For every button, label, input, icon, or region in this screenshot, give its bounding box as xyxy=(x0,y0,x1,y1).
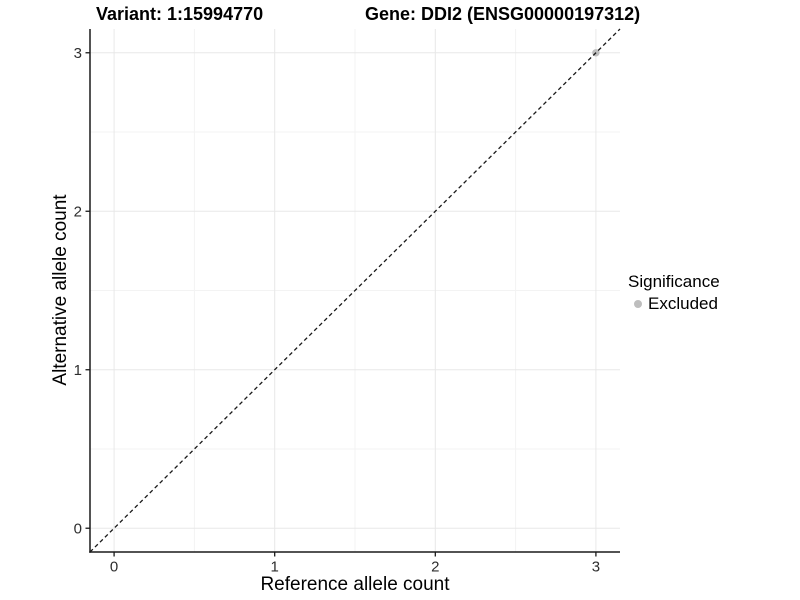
x-tick-label: 2 xyxy=(431,559,439,576)
legend-key-dot-icon xyxy=(634,300,642,308)
identity-line xyxy=(89,28,621,553)
gene-title: Gene: DDI2 (ENSG00000197312) xyxy=(365,4,641,24)
variant-title: Variant: 1:15994770 xyxy=(96,4,264,24)
legend-item-label: Excluded xyxy=(648,294,718,313)
x-tick-label: 3 xyxy=(592,559,600,576)
y-tick-label: 3 xyxy=(74,45,82,62)
legend-item: Excluded xyxy=(628,294,720,314)
y-tick-label: 1 xyxy=(74,362,82,379)
legend-items: Excluded xyxy=(628,294,720,314)
x-axis-title: Reference allele count xyxy=(260,574,450,595)
legend: Significance Excluded xyxy=(628,271,720,314)
legend-title: Significance xyxy=(628,272,720,291)
y-tick-label: 2 xyxy=(74,204,82,221)
x-tick-label: 1 xyxy=(271,559,279,576)
x-tick-label: 0 xyxy=(110,559,118,576)
y-tick-label: 0 xyxy=(74,521,82,538)
